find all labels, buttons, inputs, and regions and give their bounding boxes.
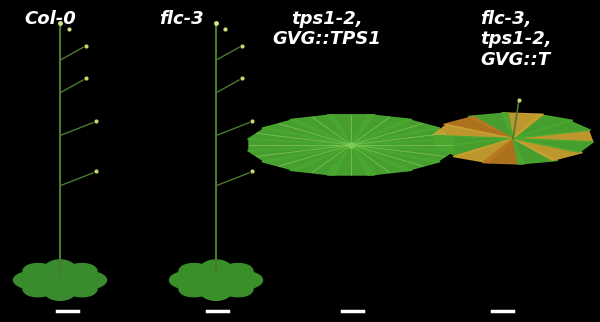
Text: tps1-2,
GVG::TPS1: tps1-2, GVG::TPS1 [272, 10, 382, 48]
Ellipse shape [223, 271, 263, 289]
Polygon shape [327, 115, 375, 145]
Ellipse shape [170, 271, 209, 289]
Ellipse shape [199, 260, 233, 281]
Ellipse shape [179, 277, 215, 297]
Polygon shape [262, 119, 351, 145]
Polygon shape [433, 135, 513, 147]
Polygon shape [513, 138, 558, 164]
Ellipse shape [44, 260, 77, 281]
Polygon shape [290, 115, 351, 145]
Polygon shape [513, 114, 573, 138]
Polygon shape [482, 138, 524, 164]
Polygon shape [436, 138, 513, 156]
Ellipse shape [61, 264, 97, 283]
Polygon shape [249, 138, 351, 151]
Polygon shape [248, 128, 351, 145]
Polygon shape [351, 145, 412, 175]
Ellipse shape [199, 279, 233, 300]
Polygon shape [351, 138, 453, 151]
Ellipse shape [179, 264, 215, 283]
Polygon shape [513, 138, 593, 152]
Polygon shape [433, 125, 513, 138]
Ellipse shape [43, 279, 77, 300]
Ellipse shape [68, 271, 107, 289]
Ellipse shape [217, 264, 253, 283]
Polygon shape [468, 113, 513, 138]
Polygon shape [513, 120, 590, 138]
Polygon shape [248, 145, 351, 162]
Text: flc-3: flc-3 [159, 10, 203, 28]
Polygon shape [351, 115, 412, 145]
Polygon shape [351, 119, 440, 145]
Polygon shape [351, 145, 454, 162]
Polygon shape [351, 128, 454, 145]
Polygon shape [262, 145, 351, 171]
Polygon shape [327, 145, 375, 175]
Ellipse shape [61, 277, 97, 297]
Polygon shape [453, 138, 513, 163]
Ellipse shape [23, 264, 59, 283]
Polygon shape [443, 117, 513, 138]
Polygon shape [513, 138, 583, 160]
Polygon shape [513, 130, 593, 142]
Ellipse shape [14, 271, 53, 289]
Polygon shape [290, 145, 351, 175]
Ellipse shape [23, 277, 59, 297]
Ellipse shape [217, 277, 253, 297]
Text: flc-3,
tps1-2,
GVG::T: flc-3, tps1-2, GVG::T [480, 10, 551, 69]
Polygon shape [351, 145, 440, 171]
Polygon shape [502, 113, 544, 138]
Text: Col-0: Col-0 [24, 10, 76, 28]
